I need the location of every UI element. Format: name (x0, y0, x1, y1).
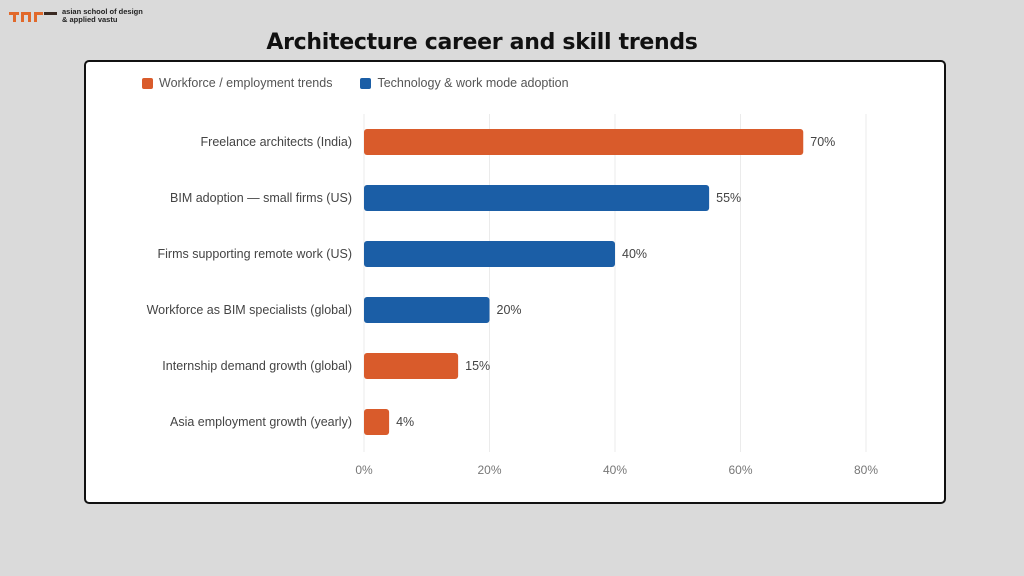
legend-label: Workforce / employment trends (159, 76, 333, 90)
data-label: 20% (497, 303, 522, 317)
data-label: 40% (622, 247, 647, 261)
logo-text-line2: & applied vastu (62, 15, 118, 24)
chart-title: Architecture career and skill trends (266, 30, 698, 55)
x-tick-label: 60% (728, 463, 752, 477)
x-tick-label: 40% (603, 463, 627, 477)
x-tick-label: 80% (854, 463, 878, 477)
data-label: 4% (396, 415, 414, 429)
legend-item-technology[interactable]: Technology & work mode adoption (360, 76, 569, 90)
x-tick-label: 20% (477, 463, 501, 477)
legend-label: Technology & work mode adoption (377, 76, 569, 90)
bar (364, 185, 710, 211)
y-category-label: BIM adoption — small firms (US) (170, 191, 352, 205)
y-category-label: Asia employment growth (yearly) (170, 415, 352, 429)
y-category-label: Firms supporting remote work (US) (158, 247, 353, 261)
logo: asian school of design & applied vastu (8, 8, 143, 24)
legend-swatch-workforce (142, 77, 153, 89)
y-category-label: Internship demand growth (global) (162, 359, 352, 373)
bar (364, 297, 490, 323)
data-label: 15% (465, 359, 490, 373)
bar (364, 409, 390, 435)
bar (364, 129, 804, 155)
legend-item-workforce[interactable]: Workforce / employment trends (142, 76, 332, 90)
logo-mark-icon (9, 12, 57, 22)
data-label: 70% (810, 135, 835, 149)
y-category-label: Workforce as BIM specialists (global) (147, 303, 352, 317)
y-category-label: Freelance architects (India) (201, 135, 352, 149)
legend: Workforce / employment trends Technology… (142, 76, 569, 90)
bar (364, 241, 615, 267)
legend-swatch-technology (360, 77, 372, 89)
logo-text-line1: asian school of design (62, 7, 143, 16)
x-tick-label: 0% (355, 463, 373, 477)
bar (364, 353, 459, 379)
data-label: 55% (716, 191, 741, 205)
